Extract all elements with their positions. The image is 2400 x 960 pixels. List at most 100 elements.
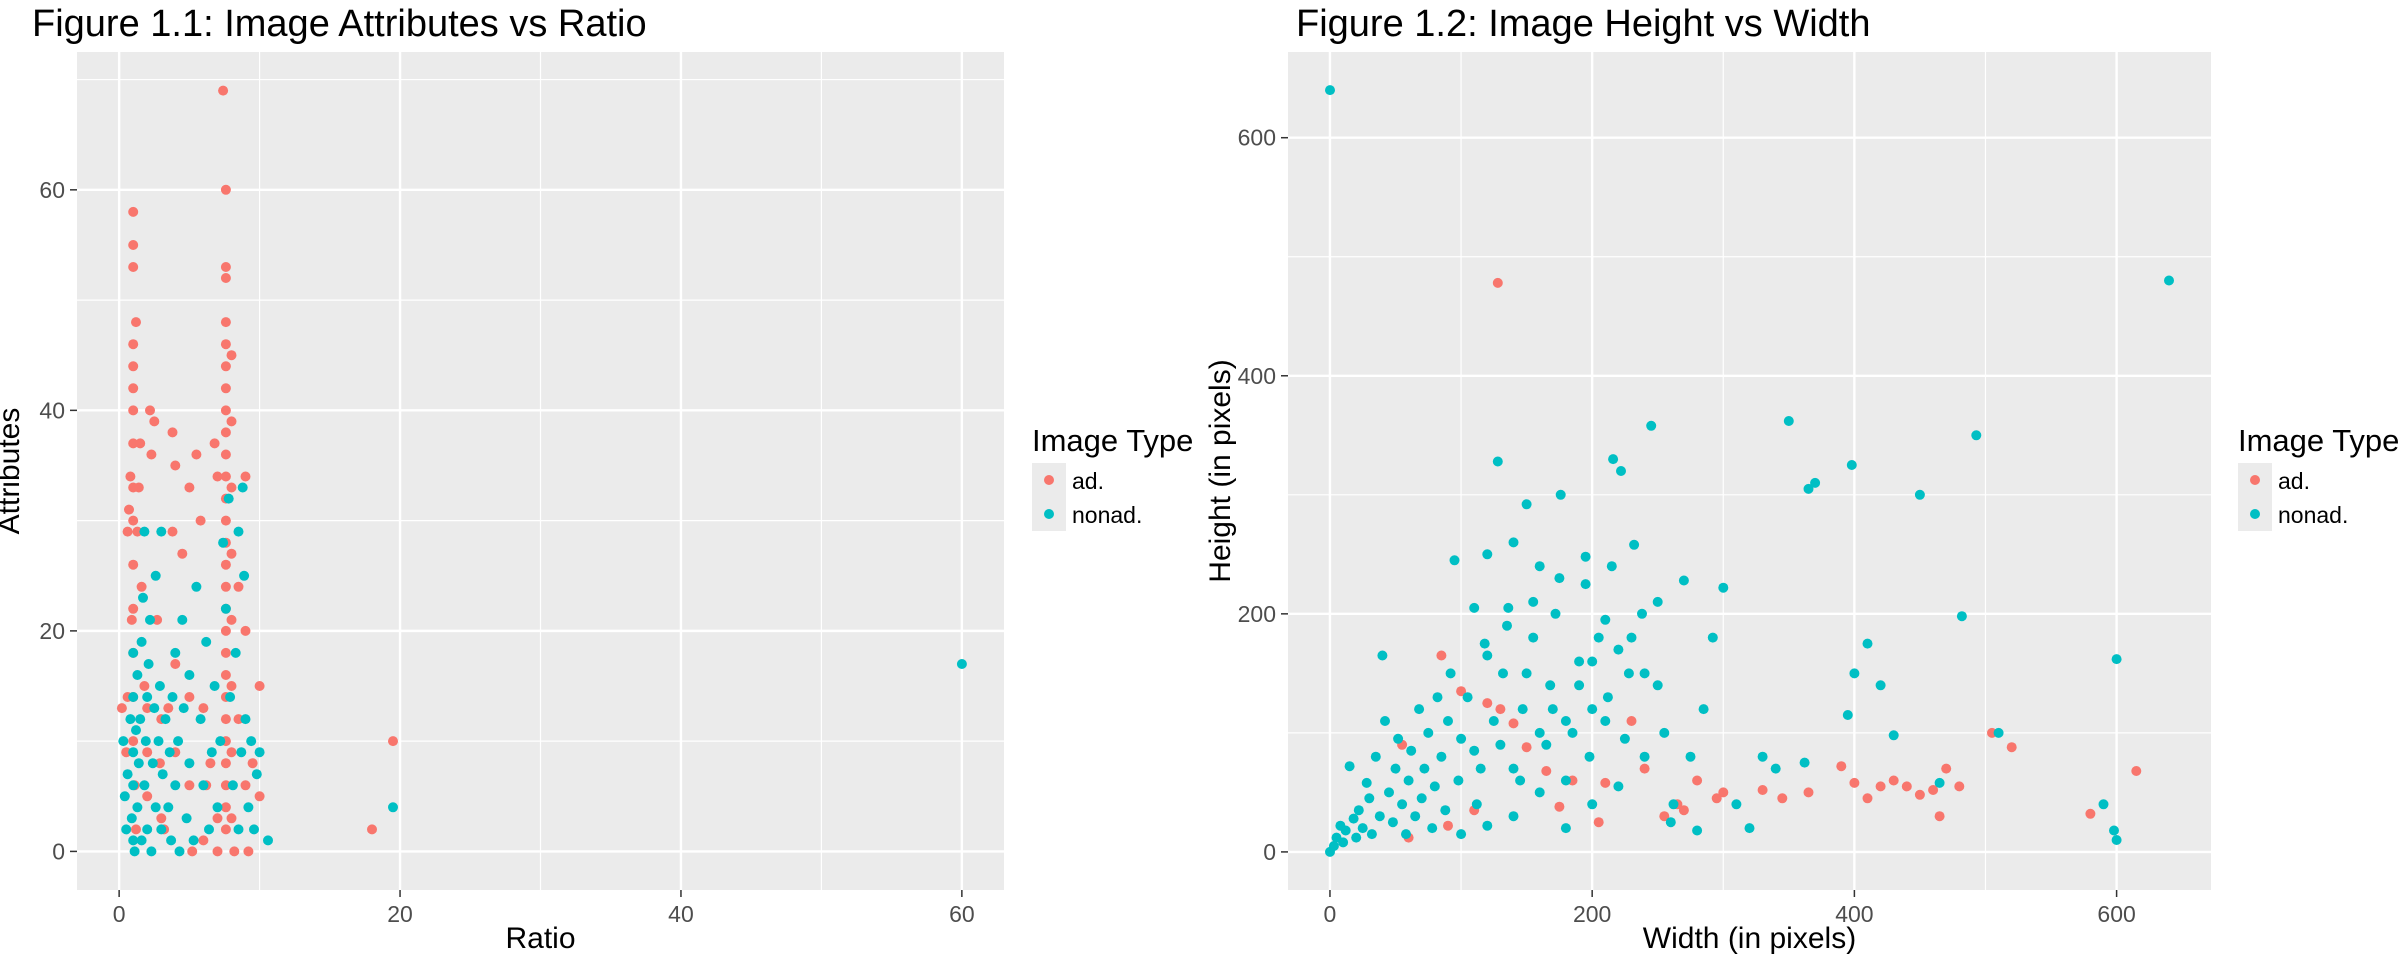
data-point: [1555, 489, 1566, 500]
data-point: [1616, 466, 1626, 476]
data-point: [1482, 650, 1493, 661]
data-point: [220, 449, 231, 460]
data-point: [1479, 638, 1490, 649]
data-point: [118, 736, 129, 747]
data-point: [254, 681, 265, 691]
data-point: [195, 714, 206, 725]
legend-entry-label: nonad.: [2278, 502, 2348, 528]
legend-key-dot: [2250, 475, 2260, 485]
data-point: [1393, 733, 1404, 744]
data-point: [1348, 813, 1359, 824]
data-point: [225, 692, 236, 702]
data-point: [1503, 602, 1514, 613]
data-point: [170, 780, 181, 791]
data-point: [1971, 430, 1982, 441]
data-point: [1626, 716, 1637, 726]
data-point: [2111, 835, 2122, 845]
data-point: [1456, 733, 1467, 744]
data-point: [1639, 763, 1650, 774]
data-point: [133, 758, 144, 769]
data-point: [191, 449, 202, 460]
data-point: [166, 835, 177, 846]
data-point: [251, 769, 262, 780]
data-point: [149, 416, 160, 427]
data-point: [220, 824, 231, 835]
data-point: [1836, 761, 1847, 772]
data-point: [1534, 727, 1545, 738]
data-point: [152, 614, 163, 625]
data-point: [1547, 704, 1558, 715]
data-point: [1554, 573, 1565, 584]
data-point: [1429, 781, 1440, 792]
data-point: [1862, 638, 1873, 649]
data-point: [220, 581, 231, 592]
data-point: [1665, 817, 1676, 828]
data-point: [1757, 751, 1768, 762]
data-point: [1770, 763, 1781, 774]
data-point: [128, 262, 139, 272]
chart-1: 0 20 40 60 0 20 40 60 Figure 1.1: Image Attribut…: [0, 3, 1193, 955]
data-point: [226, 548, 237, 559]
data-point: [220, 427, 231, 438]
data-point: [140, 736, 151, 747]
data-point: [128, 405, 139, 416]
data-point: [220, 515, 231, 526]
series-ad: [1397, 277, 2142, 843]
data-point: [167, 526, 178, 537]
data-point: [218, 537, 229, 548]
y-tick-label: 20: [39, 618, 65, 644]
data-point: [220, 273, 231, 283]
legend-key-dot: [1044, 509, 1054, 519]
data-point: [1508, 718, 1519, 729]
data-point: [1416, 793, 1427, 804]
x-tick-label: 400: [1835, 901, 1873, 927]
data-point: [1678, 575, 1689, 586]
data-point: [220, 758, 231, 769]
data-point: [135, 714, 146, 725]
data-point: [1406, 745, 1417, 756]
data-point: [132, 526, 143, 537]
data-point: [1482, 549, 1493, 560]
data-point: [254, 747, 265, 758]
x-tick-label: 40: [668, 901, 694, 927]
data-point: [1328, 841, 1339, 851]
data-point: [1639, 751, 1650, 762]
data-point: [956, 659, 967, 669]
data-point: [174, 846, 185, 857]
data-point: [139, 780, 150, 791]
data-point: [1692, 825, 1703, 836]
data-point: [233, 526, 244, 537]
data-point: [1560, 823, 1571, 834]
x-axis-label: Ratio: [505, 922, 575, 955]
data-point: [145, 405, 155, 416]
data-point: [223, 493, 234, 504]
data-point: [249, 824, 259, 835]
data-point: [1580, 579, 1591, 590]
data-point: [1600, 777, 1611, 788]
data-point: [236, 747, 247, 758]
data-point: [1471, 799, 1482, 810]
data-point: [198, 703, 209, 714]
data-point: [1744, 823, 1755, 834]
data-point: [146, 449, 157, 460]
data-point: [1574, 656, 1585, 667]
data-point: [1849, 668, 1860, 679]
data-point: [1810, 477, 1821, 488]
data-point: [1374, 811, 1385, 822]
data-point: [1521, 499, 1532, 510]
data-point: [1613, 781, 1624, 792]
data-point: [209, 681, 220, 691]
data-point: [154, 681, 165, 691]
data-point: [1846, 460, 1857, 470]
data-point: [2131, 766, 2142, 776]
data-point: [146, 846, 157, 857]
data-point: [1436, 751, 1447, 762]
data-point: [1377, 650, 1388, 661]
data-point: [1652, 680, 1663, 691]
legend-key-dot: [2250, 509, 2260, 519]
data-point: [1508, 537, 1519, 548]
data-point: [1901, 781, 1912, 792]
data-point: [143, 659, 154, 669]
data-point: [1436, 650, 1447, 661]
